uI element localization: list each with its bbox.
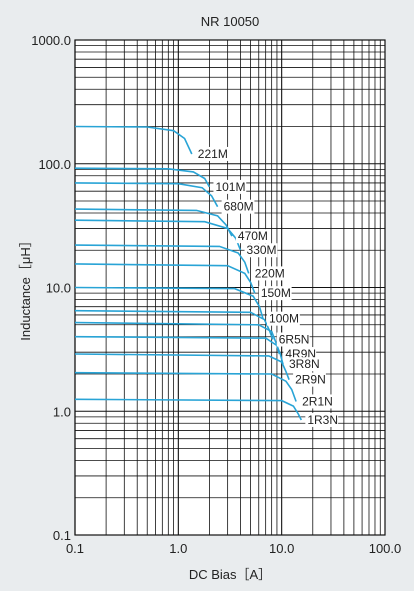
- series-label-bg: [252, 266, 286, 281]
- y-tick-label: 1.0: [53, 404, 71, 419]
- series-curve-150M: [74, 263, 256, 294]
- axis-ticks: 0.1 1.0 10.0 100.0 0.1 1.0 10.0 100.0 1000.0: [31, 33, 401, 556]
- series-label-6R5N: 6R5N: [279, 333, 310, 347]
- series-curve-1R3N: [74, 398, 303, 421]
- series-label-1R3N: 1R3N: [307, 413, 338, 427]
- series-label-470M: 470M: [238, 229, 268, 243]
- series-label-220M: 220M: [255, 266, 285, 280]
- series-label-330M: 330M: [247, 243, 277, 257]
- series-curve-2R1N: [74, 371, 297, 402]
- series-label-3R8N: 3R8N: [289, 357, 320, 371]
- series-curve-680M: [74, 182, 219, 208]
- series-label-bg: [300, 394, 333, 409]
- series-label-bg: [258, 286, 292, 301]
- series-label-101M: 101M: [215, 180, 245, 194]
- series-curves: [74, 125, 303, 421]
- series-label-150M: 150M: [261, 286, 291, 300]
- series-label-bg: [276, 332, 310, 347]
- series-curve-2R9N: [74, 353, 290, 380]
- series-curve-221M: [74, 125, 193, 155]
- series-label-bg: [286, 357, 320, 372]
- series-curve-100M: [74, 286, 264, 319]
- x-axis-title: DC Bias［A］: [189, 567, 271, 582]
- y-axis-title: Inductance［μH］: [18, 234, 33, 340]
- series-label-2R1N: 2R1N: [302, 394, 333, 408]
- x-tick-label: 100.0: [369, 541, 402, 556]
- y-tick-label: 0.1: [53, 528, 71, 543]
- series-label-680M: 680M: [224, 200, 254, 214]
- series-label-100M: 100M: [269, 312, 299, 326]
- series-label-2R9N: 2R9N: [295, 373, 326, 387]
- series-labels: 221M101M680M470M330M220M150M100M6R5N4R9N…: [195, 146, 339, 427]
- chart-title: NR 10050: [201, 14, 260, 29]
- series-label-bg: [213, 179, 247, 194]
- series-label-bg: [244, 243, 278, 258]
- series-label-bg: [221, 199, 255, 214]
- series-curve-6R5N: [74, 309, 274, 340]
- series-label-bg: [305, 412, 339, 427]
- series-label-bg: [293, 372, 326, 387]
- series-label-bg: [195, 146, 229, 161]
- series-curve-101M: [74, 167, 211, 188]
- y-tick-label: 100.0: [38, 157, 71, 172]
- x-tick-label: 10.0: [269, 541, 294, 556]
- y-tick-label: 10.0: [46, 281, 71, 296]
- series-curve-220M: [74, 244, 250, 274]
- series-label-221M: 221M: [198, 147, 228, 161]
- x-tick-label: 0.1: [66, 541, 84, 556]
- y-tick-label: 1000.0: [31, 33, 71, 48]
- series-label-bg: [235, 229, 269, 244]
- series-label-bg: [267, 311, 300, 326]
- x-tick-label: 1.0: [169, 541, 187, 556]
